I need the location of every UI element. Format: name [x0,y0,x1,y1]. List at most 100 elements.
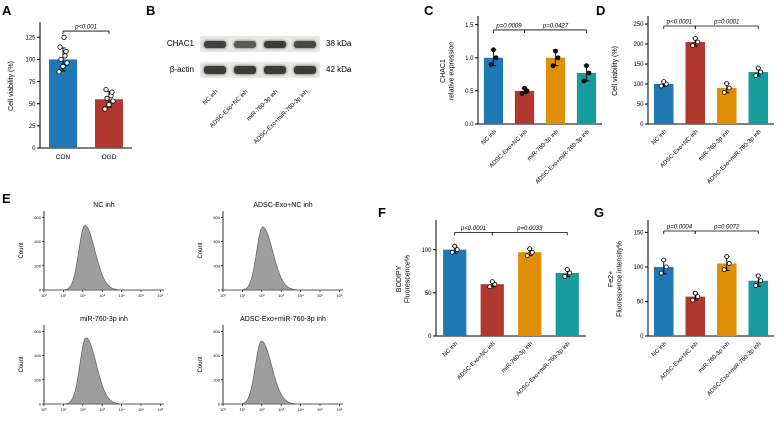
svg-text:10⁰: 10⁰ [41,407,47,412]
svg-text:NC inh: NC inh [442,341,459,358]
svg-text:ADSC-Exo+miR-760-3p inh: ADSC-Exo+miR-760-3p inh [240,316,326,323]
svg-text:200: 200 [213,263,220,268]
svg-text:p=0.0072: p=0.0072 [713,224,740,230]
svg-text:10⁴: 10⁴ [298,293,304,298]
svg-text:0: 0 [39,288,42,293]
svg-text:150: 150 [633,62,644,68]
kda-label-bactin: 42 kDa [326,65,352,74]
svg-text:10⁶: 10⁶ [336,407,342,412]
svg-text:0: 0 [32,146,36,152]
svg-text:10⁶: 10⁶ [336,293,342,298]
svg-text:600: 600 [213,329,220,334]
svg-text:0: 0 [39,402,42,407]
svg-text:75: 75 [29,80,36,86]
svg-text:10⁵: 10⁵ [138,293,144,298]
svg-text:200: 200 [34,263,41,268]
panel-label-g: G [594,205,605,220]
svg-text:0: 0 [640,334,644,340]
svg-text:50: 50 [425,291,432,297]
svg-text:600: 600 [34,329,41,334]
svg-text:Fe2+: Fe2+ [608,271,615,287]
svg-text:Fluorescence intensity%: Fluorescence intensity% [617,241,624,317]
svg-text:miR-760-3p inh: miR-760-3p inh [501,341,534,374]
svg-text:OGD: OGD [102,154,117,161]
panel-label-d: D [596,3,606,18]
svg-text:NC inh: NC inh [651,129,668,146]
svg-text:1.5: 1.5 [465,23,474,29]
svg-text:NC inh: NC inh [651,341,668,358]
svg-text:relative expression: relative expression [449,42,456,100]
svg-text:CON: CON [56,154,71,161]
blot-band [264,40,286,48]
svg-text:p=0.0033: p=0.0033 [516,226,543,232]
blot-band [204,66,226,74]
svg-text:Cell viability (%): Cell viability (%) [8,61,15,111]
flow-histogram-grid: NC inh Count 0 200 400 600 10⁰ 10¹ 10² 10³ 10⁴ 10⁵ 1… [14,198,348,418]
svg-text:ADSC-Exo+miR-760-3p inh: ADSC-Exo+miR-760-3p inh [253,89,309,145]
svg-text:ADSC-Exo+NC inh: ADSC-Exo+NC inh [253,202,312,209]
panel-g-fe2: 0 50 100 150 Fe2+ Fluorescence intensity% p=0.… [604,208,780,425]
svg-text:10³: 10³ [278,407,284,412]
svg-text:400: 400 [213,239,220,244]
svg-text:10¹: 10¹ [240,293,246,298]
svg-text:125: 125 [25,35,36,41]
svg-text:600: 600 [34,215,41,220]
svg-text:Fluorescence%: Fluorescence% [405,255,412,303]
svg-text:10³: 10³ [99,407,105,412]
flow-histogram-adsc-exo-mir-760-3p-inh: ADSC-Exo+miR-760-3p inh Count 0 200 400 600 10… [193,312,348,418]
svg-text:400: 400 [34,239,41,244]
kda-label-chac1: 38 kDa [326,39,352,48]
svg-text:Count: Count [19,242,25,258]
svg-text:10⁴: 10⁴ [119,407,125,412]
svg-text:0.0: 0.0 [465,122,474,128]
svg-text:600: 600 [213,215,220,220]
svg-text:25: 25 [29,124,36,130]
blot-row-bactin: β-actin 42 kDa [146,62,358,78]
svg-text:10⁶: 10⁶ [157,293,163,298]
protein-label-bactin: β-actin [169,65,194,74]
svg-text:50: 50 [29,102,36,108]
svg-text:10¹: 10¹ [61,407,67,412]
blot-row-chac1: CHAC1 38 kDa [146,36,358,52]
svg-text:Cell viability (%): Cell viability (%) [612,46,619,96]
flow-histogram-nc-inh: NC inh Count 0 200 400 600 10⁰ 10¹ 10² 10³ 10⁴ 10⁵ 1… [14,198,169,304]
svg-text:p=0.0004: p=0.0004 [666,224,693,230]
svg-text:100: 100 [633,265,644,271]
svg-text:miR-760-3p inh: miR-760-3p inh [698,129,731,162]
svg-text:0: 0 [218,288,221,293]
panel-b-western-blot: CHAC1 38 kDa β-actin 42 kDa NC inh ADSC-E… [146,6,358,186]
svg-text:10⁵: 10⁵ [317,293,323,298]
svg-text:p=0.0009: p=0.0009 [495,23,522,29]
svg-text:BODIPY: BODIPY [396,265,403,292]
svg-text:10²: 10² [259,407,265,412]
svg-text:200: 200 [34,377,41,382]
svg-text:Count: Count [19,356,25,372]
blot-strip-chac1 [200,36,320,52]
blot-band [294,66,316,74]
bar-chart-cell-viability-groups: 0 50 100 150 200 250 Cell viability (%) p<0.000… [608,4,780,209]
svg-text:150: 150 [633,231,644,237]
panel-label-e: E [2,191,11,206]
svg-text:Count: Count [198,242,204,258]
svg-text:Count: Count [198,356,204,372]
svg-text:200: 200 [213,377,220,382]
svg-text:p=0.0001: p=0.0001 [713,20,739,26]
blot-band [294,40,316,48]
svg-text:10⁴: 10⁴ [298,407,304,412]
svg-text:miR-760-3p inh: miR-760-3p inh [698,341,731,374]
svg-text:10⁶: 10⁶ [157,407,163,412]
svg-text:0: 0 [218,402,221,407]
panel-label-b: B [146,3,156,18]
svg-text:100: 100 [633,82,644,88]
svg-text:10²: 10² [80,407,86,412]
bar-chart-chac1-expression: 0.0 0.5 1.0 1.5 CHAC1 relative expression p=0.… [436,4,608,209]
svg-text:100: 100 [25,58,36,64]
svg-text:p=0.0427: p=0.0427 [542,23,569,29]
svg-text:NC inh: NC inh [481,129,498,146]
svg-text:200: 200 [633,42,644,48]
svg-text:miR-760-3p inh: miR-760-3p inh [527,129,560,162]
svg-text:ADSC-Exo+NC inh: ADSC-Exo+NC inh [456,341,496,381]
svg-text:250: 250 [633,22,644,28]
